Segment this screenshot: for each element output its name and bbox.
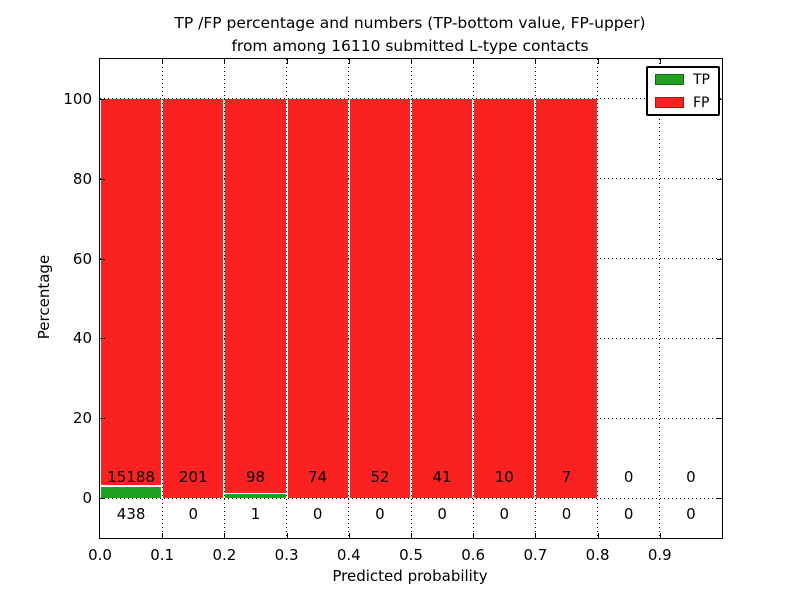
y-tick-left — [100, 498, 105, 500]
y-tick-right — [717, 178, 722, 180]
x-gridline — [597, 59, 599, 538]
x-tick-top — [286, 59, 288, 64]
x-tick-bottom — [473, 533, 475, 538]
x-tick-label: 0.7 — [523, 546, 548, 564]
y-tick-label: 40 — [72, 329, 92, 348]
x-gridline — [286, 59, 288, 538]
x-gridline — [348, 59, 350, 538]
x-tick-bottom — [659, 533, 661, 538]
fp-legend-swatch-icon — [655, 97, 684, 108]
x-tick-top — [411, 59, 412, 64]
y-tick-right — [717, 258, 722, 260]
x-gridline — [161, 59, 163, 538]
x-tick-top — [535, 59, 537, 64]
x-tick-label: 0.5 — [399, 546, 423, 564]
chart-title-line2: from among 16110 submitted L-type contac… — [231, 37, 589, 55]
fp-bar — [163, 98, 224, 499]
x-gridline — [659, 59, 661, 538]
fp-count-label: 0 — [686, 468, 696, 487]
x-tick-top — [162, 59, 164, 64]
fp-count-label: 41 — [432, 468, 452, 487]
x-tick-label: 0.0 — [88, 546, 112, 564]
x-tick-bottom — [535, 533, 537, 538]
y-tick-label: 0 — [82, 489, 92, 508]
plot-area: TP FP 15188 438 201 0 98 1 74 0 52 0 41 0 10 0 7 0 0 0 0 0 0… — [63, 58, 723, 564]
tp-legend-label: TP — [693, 71, 710, 88]
tp-count-label: 0 — [623, 505, 634, 524]
x-gridline — [410, 59, 412, 538]
legend-entry-fp: FP — [648, 93, 718, 113]
x-gridline — [472, 59, 474, 538]
x-gridline — [534, 59, 536, 538]
y-tick-left — [100, 258, 105, 260]
x-tick-top — [348, 59, 350, 64]
x-gridline — [223, 59, 225, 538]
x-tick-label: 0.8 — [585, 546, 610, 564]
chart-title-line1: TP /FP percentage and numbers (TP-bottom… — [174, 14, 646, 32]
y-tick-right — [717, 338, 722, 340]
y-tick-right — [717, 498, 722, 500]
fp-count-label: 98 — [245, 468, 266, 487]
fp-count-label: 0 — [623, 468, 634, 487]
x-tick-label: 0.1 — [150, 546, 175, 564]
x-tick-bottom — [162, 533, 164, 538]
x-tick-label: 0.3 — [274, 546, 299, 564]
x-tick-top — [224, 59, 226, 64]
x-tick-label: 0.4 — [336, 546, 361, 564]
x-tick-bottom — [286, 533, 288, 538]
legend-entry-tp: TP — [648, 70, 718, 90]
fp-bar — [287, 98, 348, 499]
tp-bar — [101, 486, 162, 499]
y-tick-right — [717, 418, 722, 420]
y-tick-left — [100, 338, 105, 340]
tp-bar — [225, 494, 286, 499]
x-tick-top — [473, 59, 475, 64]
fp-count-label: 15188 — [107, 468, 155, 487]
fp-legend-label: FP — [693, 94, 710, 111]
fp-bar — [474, 98, 535, 499]
x-tick-label: 0.6 — [461, 546, 486, 564]
x-tick-bottom — [411, 533, 412, 538]
tp-count-label: 0 — [437, 505, 447, 524]
tp-count-label: 1 — [250, 505, 261, 524]
fp-bar — [412, 98, 473, 499]
x-axis-label: Predicted probability — [332, 567, 488, 585]
x-tick-bottom — [348, 533, 350, 538]
x-tick-top — [659, 59, 661, 64]
y-tick-label: 60 — [72, 249, 92, 268]
fp-count-label: 10 — [494, 468, 514, 487]
tp-count-label: 0 — [188, 505, 199, 524]
legend: TP FP — [646, 66, 720, 116]
y-tick-label: 100 — [63, 89, 92, 108]
y-tick-left — [100, 418, 105, 420]
x-tick-bottom — [224, 533, 226, 538]
y-tick-left — [100, 98, 105, 100]
y-tick-label: 20 — [72, 409, 92, 428]
fp-count-label: 52 — [370, 468, 390, 487]
tp-count-label: 0 — [561, 505, 572, 524]
tp-count-label: 0 — [375, 505, 385, 524]
x-tick-top — [597, 59, 599, 64]
x-tick-bottom — [597, 533, 599, 538]
y-axis-label: Percentage — [35, 254, 53, 340]
fp-bar — [101, 98, 162, 486]
chart-title: TP /FP percentage and numbers (TP-bottom… — [99, 12, 721, 58]
tp-count-label: 0 — [686, 505, 696, 524]
fp-count-label: 7 — [561, 468, 572, 487]
y-tick-left — [100, 178, 105, 180]
tp-count-label: 0 — [499, 505, 510, 524]
fp-bar — [349, 98, 410, 499]
fp-bar — [536, 98, 597, 499]
fp-count-label: 74 — [308, 468, 328, 487]
tp-count-label: 0 — [312, 505, 323, 524]
tp-legend-swatch-icon — [655, 74, 684, 85]
fp-bar — [225, 98, 286, 493]
fp-count-label: 201 — [178, 468, 208, 487]
tp-count-label: 438 — [116, 505, 146, 524]
y-tick-label: 80 — [72, 169, 92, 188]
x-tick-label: 0.2 — [212, 546, 237, 564]
x-tick-label: 0.9 — [647, 546, 672, 564]
